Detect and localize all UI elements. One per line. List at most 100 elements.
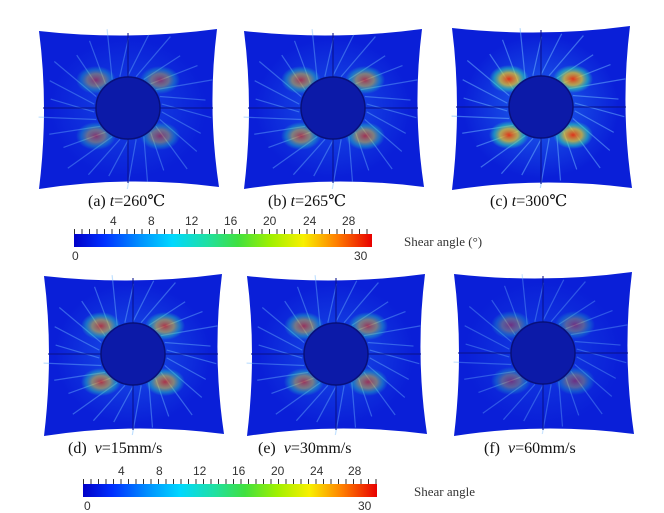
wrinkle-f-24 xyxy=(574,340,621,346)
cbar-bottom-tick-4: 4 xyxy=(118,464,125,478)
shear-map-d xyxy=(43,274,224,436)
wrinkle-c-0 xyxy=(574,110,615,133)
wrinkle-b-5 xyxy=(331,139,342,190)
wrinkle-e-20 xyxy=(343,282,379,324)
hole-c xyxy=(508,75,574,139)
cbar-top-label: Shear angle (°) xyxy=(404,234,483,249)
wrinkle-f-18 xyxy=(534,282,545,322)
caption-e: (e) v=30mm/s xyxy=(258,440,352,457)
wrinkle-d-13 xyxy=(54,326,100,351)
wrinkle-f-11 xyxy=(453,361,512,366)
wrinkle-e-0 xyxy=(369,357,410,380)
panel-c xyxy=(448,22,634,192)
cbar-bottom-tick-16: 16 xyxy=(232,464,246,478)
wrinkle-f-7 xyxy=(502,383,536,421)
wrinkle-b-7 xyxy=(292,138,326,176)
cbar-bottom-max: 30 xyxy=(358,499,372,513)
wrinkle-a-11 xyxy=(38,116,97,121)
wrinkle-e-25 xyxy=(369,349,420,365)
wrinkle-d-20 xyxy=(140,282,176,324)
wrinkle-a-19 xyxy=(127,34,150,76)
wrinkle-b-19 xyxy=(332,34,355,76)
wrinkle-b-12 xyxy=(255,98,300,113)
wrinkle-b-24 xyxy=(364,95,411,101)
caption-a: (a) t=260℃ xyxy=(88,193,166,210)
wrinkle-b-25 xyxy=(366,103,417,119)
wrinkle-a-20 xyxy=(135,36,171,78)
wrinkle-b-11 xyxy=(243,116,302,121)
cbar-top-gradient xyxy=(74,234,372,247)
cbar-top-max: 30 xyxy=(354,249,368,263)
cbar-bottom-tick-24: 24 xyxy=(310,464,324,478)
wrinkle-f-0 xyxy=(576,356,617,379)
wrinkle-c-5 xyxy=(539,138,550,189)
wrinkle-e-7 xyxy=(295,384,329,422)
wrinkle-b-6 xyxy=(313,140,334,177)
panel-f xyxy=(450,268,636,438)
wrinkle-e-5 xyxy=(334,385,345,436)
wrinkle-f-13 xyxy=(464,325,510,350)
shear-map-c xyxy=(451,26,632,190)
caption-d: (d) v=15mm/s xyxy=(68,440,163,457)
cbar-bottom-tick-20: 20 xyxy=(271,464,285,478)
wrinkle-c-6 xyxy=(521,139,542,176)
wrinkle-e-12 xyxy=(258,344,303,359)
wrinkle-a-6 xyxy=(108,140,129,177)
wrinkle-e-13 xyxy=(257,326,303,351)
hole-e xyxy=(303,322,369,386)
wrinkle-c-7 xyxy=(500,137,534,175)
wrinkle-f-25 xyxy=(576,348,627,364)
wrinkle-f-12 xyxy=(465,343,510,358)
wrinkle-c-25 xyxy=(574,102,625,118)
cbar-bottom-tick-12: 12 xyxy=(193,464,207,478)
shear-map-e xyxy=(246,274,427,436)
wrinkle-b-0 xyxy=(366,111,407,134)
wrinkle-a-25 xyxy=(161,103,212,119)
cbar-bottom-min: 0 xyxy=(84,499,91,513)
wrinkle-e-6 xyxy=(316,386,337,423)
cbar-bottom-tick-28: 28 xyxy=(348,464,362,478)
cbar-top-tick-16: 16 xyxy=(224,214,238,228)
wrinkle-f-5 xyxy=(541,384,552,435)
panel-e xyxy=(243,270,429,438)
wrinkle-d-18 xyxy=(124,283,135,323)
caption-b: (b) t=265℃ xyxy=(268,193,347,210)
wrinkle-d-7 xyxy=(92,384,126,422)
cbar-top-tick-24: 24 xyxy=(303,214,317,228)
wrinkle-a-24 xyxy=(159,95,206,101)
wrinkle-a-18 xyxy=(119,37,130,77)
wrinkle-f-19 xyxy=(542,279,565,321)
wrinkle-c-13 xyxy=(462,79,508,104)
wrinkle-d-11 xyxy=(43,362,102,367)
wrinkle-d-12 xyxy=(55,344,100,359)
wrinkle-d-25 xyxy=(166,349,217,365)
hole-a xyxy=(95,76,161,140)
panel-b xyxy=(240,25,426,191)
wrinkle-b-13 xyxy=(254,80,300,105)
cbar-top-tick-28: 28 xyxy=(342,214,356,228)
cbar-bottom-minor-ticks xyxy=(83,479,377,485)
wrinkle-c-24 xyxy=(572,94,619,100)
wrinkle-e-24 xyxy=(367,341,414,347)
cbar-top-min: 0 xyxy=(72,249,79,263)
wrinkle-f-20 xyxy=(550,281,586,323)
panel-a xyxy=(35,25,221,191)
wrinkle-e-18 xyxy=(327,283,338,323)
wrinkle-e-19 xyxy=(335,280,358,322)
cbar-bottom-tick-8: 8 xyxy=(156,464,163,478)
wrinkle-d-5 xyxy=(131,385,142,436)
hole-d xyxy=(100,322,166,386)
caption-f: (f) v=60mm/s xyxy=(484,440,576,457)
wrinkle-b-18 xyxy=(324,37,335,77)
shear-map-a xyxy=(38,29,219,190)
wrinkle-e-11 xyxy=(246,362,305,367)
wrinkle-d-6 xyxy=(113,386,134,423)
cbar-bottom-gradient xyxy=(83,484,377,497)
wrinkle-a-0 xyxy=(161,111,202,134)
wrinkle-a-13 xyxy=(49,80,95,105)
caption-c: (c) t=300℃ xyxy=(490,193,568,210)
wrinkle-d-19 xyxy=(132,280,155,322)
cbar-top-tick-8: 8 xyxy=(148,214,155,228)
shear-map-b xyxy=(243,29,424,190)
wrinkle-c-20 xyxy=(548,35,584,77)
